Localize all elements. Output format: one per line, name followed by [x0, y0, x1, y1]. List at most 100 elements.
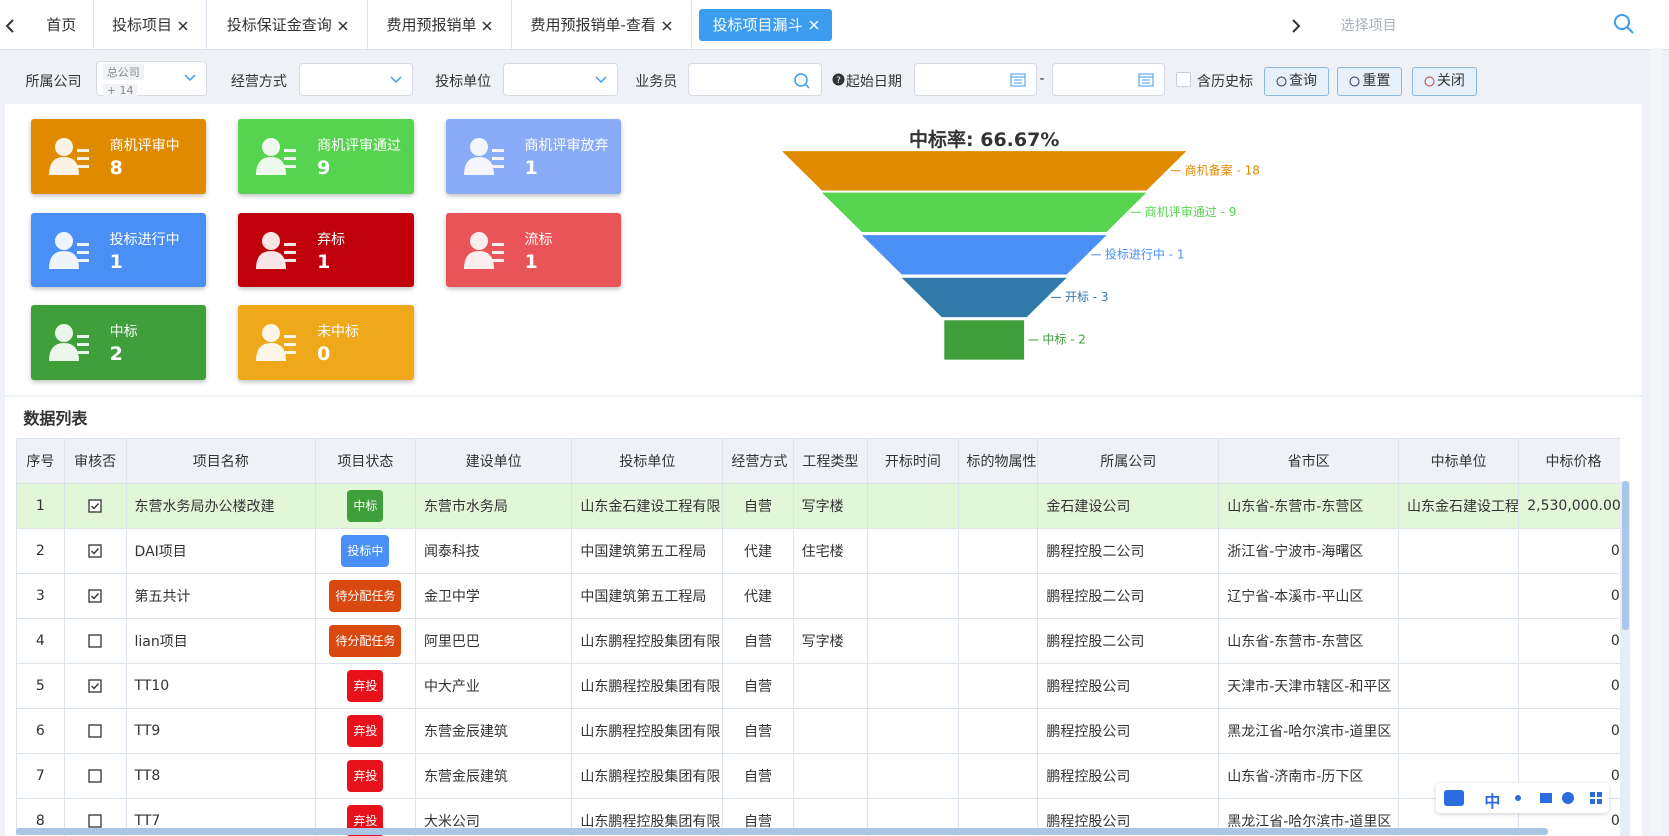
table-cell: 0 — [1518, 663, 1621, 710]
table-cell — [957, 573, 1039, 620]
cell-text: 1 — [35, 498, 45, 515]
table-cell: 鹏程控股公司 — [1037, 708, 1220, 755]
tab[interactable]: 费用预报销单-查看 — [512, 0, 692, 50]
table-cell — [867, 753, 959, 800]
company-select[interactable]: 总公司 + 14 — [95, 60, 208, 97]
table-cell: 山东省-济南市-历下区 — [1218, 753, 1400, 800]
table-cell — [63, 483, 127, 530]
card-value: 0 — [317, 343, 331, 366]
history-checkbox[interactable] — [1175, 72, 1191, 88]
table-cell: 弃投 — [314, 663, 416, 710]
tab-prev — [5, 19, 14, 33]
table-cell — [792, 573, 869, 620]
staff-input[interactable] — [688, 62, 823, 96]
filter-button[interactable]: 重置 — [1337, 67, 1403, 96]
status-card[interactable]: 流标 1 — [445, 212, 622, 288]
table-cell: 7 — [15, 753, 65, 800]
review-checkbox — [88, 499, 102, 514]
filter-button[interactable]: 关闭 — [1411, 67, 1477, 96]
status-card[interactable]: 商机评审中 8 — [30, 119, 207, 194]
filter-button[interactable]: 查询 — [1264, 67, 1329, 96]
ime-mode: 中 — [1484, 792, 1501, 812]
status-card[interactable]: 投标进行中 1 — [30, 212, 207, 288]
review-checkbox — [88, 544, 102, 559]
table-row[interactable]: 6 TT9 弃投 东营金辰建筑 山东鹏程控股集团有限 自营 鹏程控股公司 黑龙江省-哈尔滨市-… — [15, 708, 1621, 755]
tab[interactable]: 投标保证金查询 — [207, 0, 369, 50]
table-wrap: 序号 审核否 项目名称 项目状态 建设单位 投标单位 经营方式 工程类型 开标时间 标的物属性 所属… — [15, 438, 1621, 836]
button-label: 重置 — [1362, 73, 1391, 90]
cell-text: 山东省-东营市-东营区 — [1227, 499, 1364, 516]
tab[interactable]: 投标项目漏斗 — [699, 8, 833, 41]
column-header: 序号 — [15, 438, 65, 485]
tab[interactable]: 投标项目 — [94, 0, 208, 50]
table-row[interactable]: 5 TT10 弃投 中大产业 山东鹏程控股集团有限 自营 鹏程控股公司 天津市-天津市辖区-和… — [15, 663, 1621, 710]
cell-text: 0 — [1610, 588, 1620, 605]
table-cell: 山东省-东营市-东营区 — [1218, 483, 1400, 530]
table-cell — [867, 708, 959, 755]
select-arrow — [390, 76, 402, 83]
table-cell — [1398, 708, 1520, 755]
card-label: 未中标 — [317, 324, 360, 341]
ime-toolbar[interactable]: 中 — [1436, 783, 1609, 813]
page-scrollbar[interactable] — [1651, 47, 1662, 836]
button-icon — [1276, 76, 1287, 87]
table-cell: 6 — [15, 708, 65, 755]
table-row[interactable]: 4 lian项目 待分配任务 阿里巴巴 山东鹏程控股集团有限 自营 写字楼 鹏程控股二公司 山东… — [15, 618, 1621, 665]
staff-label: 业务员 — [635, 74, 678, 91]
mode-label: 经营方式 — [230, 74, 287, 91]
table-cell: 辽宁省-本溪市-平山区 — [1218, 573, 1400, 620]
cell-text: 鹏程控股公司 — [1046, 724, 1131, 741]
status-card[interactable]: 未中标 0 — [238, 305, 414, 380]
cell-text: TT8 — [134, 768, 161, 785]
cell-text: 自营 — [744, 634, 773, 651]
cell-text: TT9 — [134, 723, 161, 740]
status-card[interactable]: 商机评审放弃 1 — [445, 119, 622, 194]
tab[interactable]: 首页 — [30, 0, 94, 50]
cell-text: 5 — [35, 678, 45, 695]
v-scrollbar[interactable] — [1620, 480, 1631, 836]
table-cell: 自营 — [722, 618, 794, 665]
table-cell — [957, 753, 1039, 800]
cell-text: 写字楼 — [801, 634, 844, 651]
svg-text:?: ? — [836, 76, 841, 86]
cell-text: 0 — [1610, 723, 1620, 740]
h-scroll-thumb[interactable] — [15, 827, 1549, 836]
cell-text: 2,530,000.00 — [1527, 498, 1621, 515]
cell-text: 黑龙江省-哈尔滨市-道里区 — [1227, 724, 1392, 741]
tab-close — [178, 20, 188, 31]
column-header: 经营方式 — [722, 438, 794, 485]
mode-select[interactable] — [298, 62, 413, 96]
table-cell — [1398, 528, 1520, 575]
end-date[interactable] — [1052, 62, 1166, 96]
column-header: 工程类型 — [792, 438, 869, 485]
cell-text: 金卫中学 — [423, 589, 480, 606]
table-row[interactable]: 7 TT8 弃投 东营金辰建筑 山东鹏程控股集团有限 自营 鹏程控股公司 山东省-济南市-历下… — [15, 753, 1621, 800]
cell-text: 2 — [35, 543, 45, 560]
status-badge: 弃投 — [347, 670, 384, 703]
status-badge: 弃投 — [347, 760, 384, 793]
status-card[interactable]: 弃标 1 — [238, 212, 414, 288]
table-cell — [792, 753, 869, 800]
column-header: 开标时间 — [867, 438, 959, 485]
unit-label: 投标单位 — [435, 74, 492, 91]
table-cell: 山东鹏程控股集团有限 — [571, 753, 724, 800]
table-title: 数据列表 — [23, 409, 88, 429]
unit-select[interactable] — [503, 62, 619, 96]
card-label: 商机评审中 — [109, 138, 180, 155]
project-search[interactable]: 选择项目 — [1324, 5, 1648, 43]
v-scroll-thumb[interactable] — [1621, 480, 1629, 630]
table-row[interactable]: 3 第五共计 待分配任务 金卫中学 中国建筑第五工程局 代建 鹏程控股二公司 辽宁省-本溪市-… — [15, 573, 1621, 620]
table-cell — [792, 708, 869, 755]
status-card[interactable]: 中标 2 — [30, 305, 207, 380]
cell-text: 天津市-天津市辖区-和平区 — [1227, 679, 1392, 696]
cell-text: 浙江省-宁波市-海曙区 — [1227, 544, 1364, 561]
tab[interactable]: 费用预报销单 — [368, 0, 512, 50]
cell-text: 鹏程控股二公司 — [1046, 544, 1145, 561]
card-value: 8 — [109, 157, 123, 180]
start-date[interactable] — [913, 62, 1038, 96]
card-icon — [256, 138, 297, 176]
table-row[interactable]: 1 东营水务局办公楼改建 中标 东营市水务局 山东金石建设工程有限 自营 写字楼 金石建设公司… — [15, 483, 1621, 530]
ime-logo — [1444, 790, 1465, 807]
status-card[interactable]: 商机评审通过 9 — [238, 119, 414, 194]
table-row[interactable]: 2 DAI项目 投标中 闻泰科技 中国建筑第五工程局 代建 住宅楼 鹏程控股二公司 浙江省-宁波… — [15, 528, 1621, 575]
